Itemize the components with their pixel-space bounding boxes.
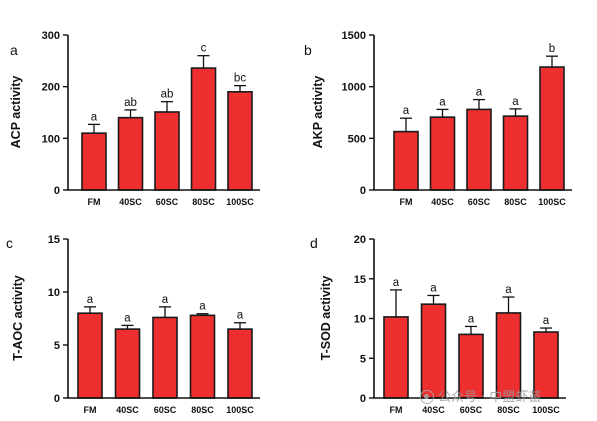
y-tick-label: 200 (42, 82, 60, 94)
x-tick-label: 60SC (460, 405, 483, 415)
x-tick-label: 60SC (468, 197, 491, 207)
bar (429, 116, 456, 191)
bar (189, 314, 216, 399)
x-tick-label: FM (390, 405, 403, 415)
x-tick-label: 40SC (422, 405, 445, 415)
y-tick-label: 15 (48, 234, 60, 246)
x-tick-label: 80SC (191, 405, 214, 415)
x-tick-label: 60SC (154, 405, 177, 415)
significance-label: bc (234, 73, 246, 85)
bar (533, 331, 559, 399)
x-tick-label: 80SC (497, 405, 520, 415)
x-tick-label: 100SC (532, 405, 560, 415)
bar (227, 328, 253, 399)
x-tick-label: FM (88, 197, 101, 207)
bar (77, 312, 103, 399)
bar (114, 328, 141, 399)
watermark: 公众号 · 中盟虾苗 (420, 386, 541, 405)
panel-letter: d (310, 235, 318, 251)
y-tick-label: 5 (360, 353, 366, 365)
panel-letter: c (6, 235, 13, 251)
significance-label: a (476, 87, 483, 99)
significance-label: a (439, 96, 446, 108)
y-tick-label: 0 (54, 393, 60, 405)
y-tick-label: 20 (354, 234, 366, 246)
significance-label: a (543, 315, 550, 327)
significance-label: a (505, 284, 512, 296)
bar (227, 91, 253, 191)
panel-d: d T-SOD activity a FM a 40SC a 60SC a 80SC a 100SC 0… (310, 234, 566, 415)
significance-label: a (162, 294, 169, 306)
y-tick-label: 10 (48, 287, 60, 299)
significance-label: b (549, 43, 555, 55)
significance-label: a (430, 282, 437, 294)
x-tick-label: 60SC (156, 197, 179, 207)
y-axis-title: AKP activity (311, 76, 325, 149)
x-tick-label: FM (84, 405, 97, 415)
panel-a: a ACP activity a FM ab 40SC ab 60SC c 80SC bc 100SC… (9, 30, 260, 207)
y-axis-title: T-SOD activity (319, 276, 333, 361)
y-tick-label: 5 (54, 340, 60, 352)
bar (495, 312, 522, 399)
x-tick-label: 80SC (504, 197, 527, 207)
y-tick-label: 15 (354, 274, 366, 286)
y-tick-label: 0 (360, 185, 366, 197)
x-tick-label: 100SC (226, 197, 254, 207)
x-tick-label: 40SC (119, 197, 142, 207)
x-tick-label: 100SC (226, 405, 254, 415)
watermark-text: 公众号 · 中盟虾苗 (438, 390, 542, 405)
significance-label: ab (161, 89, 174, 101)
panel-c: c T-AOC activity a FM a 40SC a 60SC a 80SC a 100SC 0… (6, 234, 260, 415)
x-tick-label: 100SC (538, 197, 566, 207)
bar (152, 316, 178, 399)
y-tick-label: 1500 (342, 30, 366, 42)
significance-label: c (201, 43, 207, 55)
bar (154, 111, 180, 191)
bar (420, 303, 447, 399)
significance-label: a (512, 96, 519, 108)
x-tick-label: 80SC (192, 197, 215, 207)
significance-label: ab (124, 97, 137, 109)
bar (502, 115, 529, 191)
panel-letter: a (10, 42, 18, 58)
y-tick-label: 0 (360, 393, 366, 405)
x-tick-label: 40SC (431, 197, 454, 207)
y-tick-label: 100 (42, 133, 60, 145)
y-tick-label: 0 (54, 185, 60, 197)
significance-label: a (393, 277, 400, 289)
x-tick-label: 40SC (116, 405, 139, 415)
significance-label: a (468, 313, 475, 325)
significance-label: a (199, 301, 206, 313)
bar (539, 66, 565, 191)
y-tick-label: 500 (348, 133, 366, 145)
panel-b: b AKP activity a FM a 40SC a 60SC a 80SC b 100SC 0 50… (304, 30, 572, 207)
significance-label: a (237, 310, 244, 322)
panel-letter: b (304, 42, 312, 58)
y-tick-label: 10 (354, 314, 366, 326)
y-tick-label: 1000 (342, 82, 366, 94)
significance-label: a (403, 105, 410, 117)
bar (383, 316, 409, 399)
y-axis-title: T-AOC activity (11, 275, 25, 360)
y-tick-label: 300 (42, 30, 60, 42)
significance-label: a (124, 312, 131, 324)
bar (466, 108, 492, 191)
wechat-icon (420, 390, 434, 404)
significance-label: a (87, 294, 94, 306)
bar (81, 132, 107, 191)
x-tick-label: FM (400, 197, 413, 207)
significance-label: a (91, 111, 98, 123)
y-axis-title: ACP activity (9, 76, 23, 149)
bar (190, 67, 217, 191)
bar (117, 116, 144, 191)
bar (393, 130, 419, 191)
